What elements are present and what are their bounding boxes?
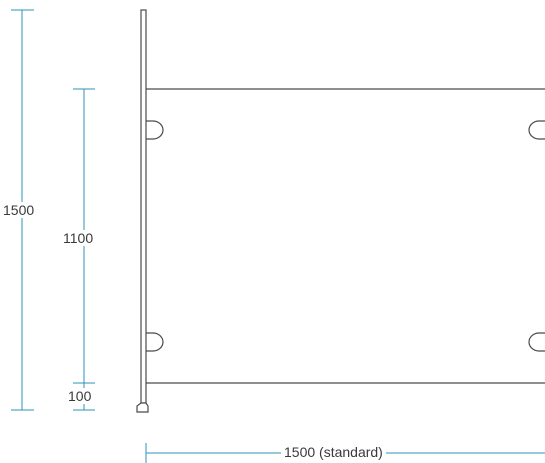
label-panel-width: 1500 (standard) — [281, 444, 386, 460]
clip-left-top — [146, 120, 164, 140]
label-panel-height: 1100 — [63, 230, 94, 246]
clip-right-bottom — [528, 332, 545, 352]
label-bottom-offset: 100 — [68, 388, 92, 404]
clip-right-top — [528, 120, 545, 140]
clip-left-bottom — [146, 332, 164, 352]
vertical-post — [140, 9, 147, 404]
label-total-height: 1500 — [3, 202, 35, 218]
post-foot — [136, 402, 149, 413]
